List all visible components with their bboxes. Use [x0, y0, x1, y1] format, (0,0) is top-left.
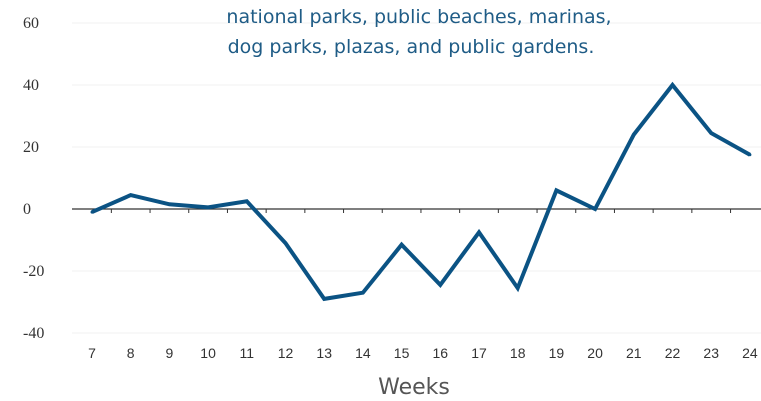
data-point [554, 188, 558, 192]
x-tick-label: 21 [626, 345, 642, 361]
data-point [284, 241, 287, 245]
data-point [322, 297, 326, 301]
x-tick-label: 15 [394, 345, 410, 361]
data-point [477, 230, 481, 234]
data-point [206, 205, 210, 209]
grid-lines [72, 22, 761, 334]
x-tick-label: 19 [549, 345, 565, 361]
x-tick-label: 12 [278, 345, 294, 361]
y-tick-label: 0 [23, 201, 31, 218]
annotation-line-2: dog parks, plazas, and public gardens. [228, 36, 595, 58]
x-axis-label: Weeks [378, 375, 450, 400]
data-point [400, 243, 404, 247]
y-tick-label: 20 [23, 139, 39, 156]
x-tick-label: 20 [587, 345, 603, 361]
x-tick-label: 17 [471, 345, 487, 361]
x-tick-label: 18 [510, 345, 526, 361]
y-tick-label: -20 [23, 263, 44, 280]
x-tick-label: 23 [703, 345, 719, 361]
data-point [632, 133, 636, 137]
data-point [438, 283, 442, 287]
x-tick-label: 9 [166, 345, 174, 361]
y-tick-label: -40 [23, 325, 44, 342]
series-layer [90, 81, 752, 302]
x-tick-label: 8 [127, 345, 135, 361]
x-tick-label: 13 [316, 345, 332, 361]
data-point [748, 153, 752, 157]
y-tick-label: 60 [23, 15, 39, 32]
x-tick-labels: 7 8 9 10 11 12 13 14 15 16 17 18 19 20 21 22 23 24 [88, 345, 758, 361]
x-tick-label: 22 [665, 345, 681, 361]
x-tick-label: 16 [433, 345, 449, 361]
data-point [90, 210, 94, 214]
y-tick-labels: 60 40 20 0 -20 -40 [23, 15, 44, 342]
data-point [245, 199, 249, 203]
x-tick-label: 11 [240, 345, 255, 361]
series-line [91, 81, 751, 302]
annotation-line-1: national parks, public beaches, marinas, [226, 6, 611, 28]
data-point [709, 131, 713, 135]
x-axis [72, 208, 761, 213]
x-tick-label: 14 [355, 345, 371, 361]
data-point [593, 207, 597, 211]
y-tick-label: 40 [23, 77, 39, 94]
x-tick-label: 7 [88, 345, 96, 361]
x-tick-label: 10 [200, 345, 216, 361]
x-tick-label: 24 [742, 345, 758, 361]
data-point [516, 286, 520, 290]
data-point [167, 202, 171, 206]
data-point [671, 83, 674, 87]
data-point [129, 193, 133, 197]
data-point [361, 291, 365, 295]
